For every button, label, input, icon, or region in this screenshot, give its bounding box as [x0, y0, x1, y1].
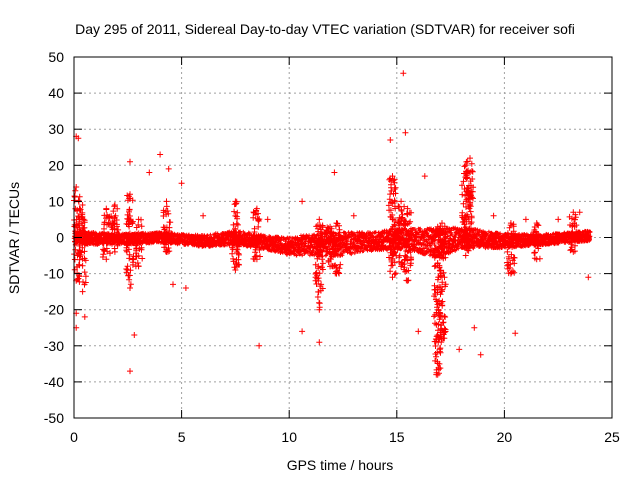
plot-frame [73, 56, 613, 419]
y-tick-label: 40 [48, 85, 64, 101]
x-tick-label: 15 [389, 429, 405, 445]
x-tick-label: 20 [497, 429, 513, 445]
x-axis-label: GPS time / hours [287, 457, 394, 473]
y-tick-label: 50 [48, 49, 64, 65]
x-tick-label: 25 [604, 429, 620, 445]
y-tick-label: 20 [48, 157, 64, 173]
y-axis-label: SDTVAR / TECUs [6, 182, 22, 294]
x-axis-ticks: 0 5 10 15 20 25 [70, 57, 620, 445]
y-tick-label: -40 [44, 374, 64, 390]
y-tick-label: -10 [44, 266, 64, 282]
x-tick-label: 10 [281, 429, 297, 445]
y-tick-label: -20 [44, 302, 64, 318]
y-tick-label: -50 [44, 410, 64, 426]
y-tick-label: 0 [56, 230, 64, 246]
x-tick-label: 5 [178, 429, 186, 445]
y-tick-label: -30 [44, 338, 64, 354]
x-tick-label: 0 [70, 429, 78, 445]
y-axis-ticks: -50 -40 -30 -20 -10 0 10 20 30 40 50 [44, 49, 612, 426]
y-tick-label: 10 [48, 193, 64, 209]
y-tick-label: 30 [48, 121, 64, 137]
chart-title: Day 295 of 2011, Sidereal Day-to-day VTE… [75, 21, 575, 37]
